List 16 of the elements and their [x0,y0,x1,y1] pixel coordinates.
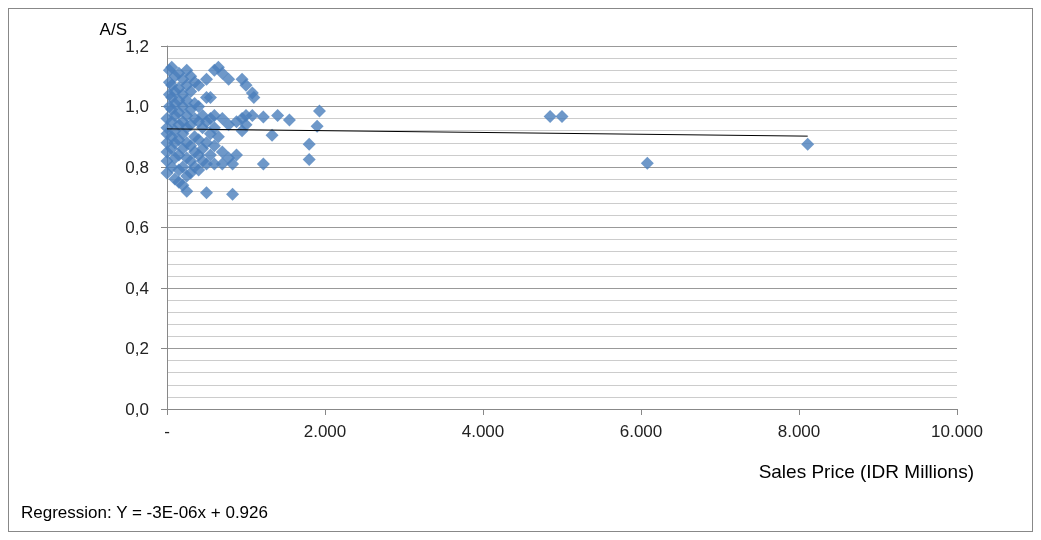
x-axis-title: Sales Price (IDR Millions) [758,461,974,482]
y-tick-label: 0,8 [125,157,149,177]
y-tick-label: 1,0 [125,97,149,116]
y-tick-label: 1,2 [125,36,149,56]
x-tick-label: 8.000 [777,422,821,441]
y-tick-label: 0,0 [125,399,149,419]
y-axis-title: A/S [99,19,127,39]
x-tick-label: 10.000 [931,422,983,441]
x-tick-label: 6.000 [619,422,663,441]
y-tick-label: 0,6 [125,218,149,237]
y-tick-label: 0,4 [125,278,149,298]
x-tick-label: 2.000 [303,422,347,441]
x-tick-label: - [164,422,170,441]
text: Regression: Y = -3E-06x + 0.926 [21,503,268,522]
x-tick-label: 4.000 [461,422,505,441]
y-tick-label: 0,2 [125,339,149,358]
